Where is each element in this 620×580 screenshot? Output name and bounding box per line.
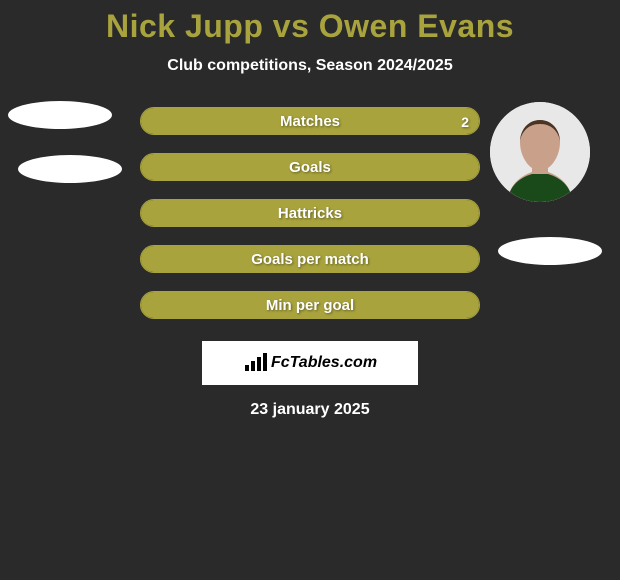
bar-value-right: 2 bbox=[461, 108, 469, 135]
stat-bar: Hattricks bbox=[140, 199, 480, 227]
player-left-placeholder-2 bbox=[18, 155, 122, 183]
stat-bar: Min per goal bbox=[140, 291, 480, 319]
logo-text: FcTables.com bbox=[271, 354, 377, 372]
player-right-avatar bbox=[490, 102, 590, 202]
logo-box: FcTables.com bbox=[202, 341, 418, 385]
stat-bars: Matches 2 Goals Hattricks Goals per matc… bbox=[140, 107, 480, 319]
stat-bar: Goals per match bbox=[140, 245, 480, 273]
person-icon bbox=[490, 102, 590, 202]
bar-label: Goals bbox=[141, 154, 479, 181]
bar-label: Min per goal bbox=[141, 292, 479, 319]
chart-bars-icon bbox=[243, 353, 269, 373]
bar-label: Goals per match bbox=[141, 246, 479, 273]
player-left-placeholder-1 bbox=[8, 101, 112, 129]
bar-label: Matches bbox=[141, 108, 479, 135]
comparison-area: Matches 2 Goals Hattricks Goals per matc… bbox=[0, 107, 620, 319]
page-title: Nick Jupp vs Owen Evans bbox=[0, 0, 620, 45]
bar-label: Hattricks bbox=[141, 200, 479, 227]
date-line: 23 january 2025 bbox=[0, 401, 620, 419]
subtitle: Club competitions, Season 2024/2025 bbox=[0, 57, 620, 75]
stat-bar: Goals bbox=[140, 153, 480, 181]
player-right-placeholder bbox=[498, 237, 602, 265]
stat-bar: Matches 2 bbox=[140, 107, 480, 135]
